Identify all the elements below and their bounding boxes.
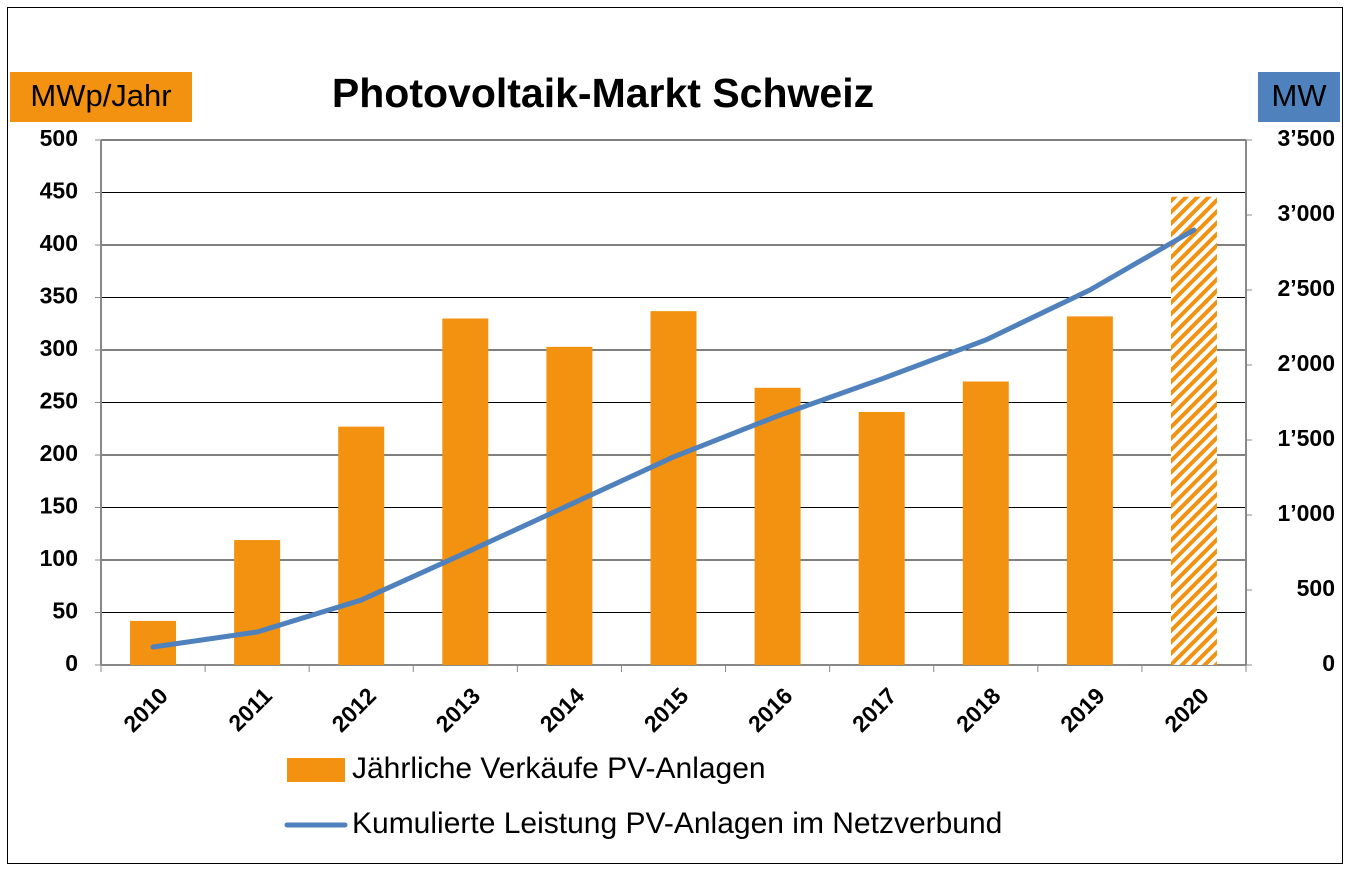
- y2-tick-label: 0: [1322, 650, 1335, 676]
- y-tick-label: 50: [52, 598, 78, 624]
- legend-label: Jährliche Verkäufe PV-Anlagen: [352, 752, 766, 785]
- line: [150, 227, 1197, 650]
- y2-tick-label: 1’500: [1277, 425, 1335, 451]
- y2-label-box: [1258, 72, 1340, 122]
- y-axis-label: MWp/Jahr: [30, 78, 171, 113]
- bar: [1170, 196, 1217, 665]
- bar: [962, 381, 1009, 665]
- y2-tick-label: 2’000: [1277, 350, 1335, 376]
- y-tick-label: 500: [40, 125, 78, 151]
- y2-axis-label: MW: [1271, 78, 1327, 113]
- y2-tick-label: 500: [1297, 575, 1335, 601]
- legend-label: Kumulierte Leistung PV-Anlagen im Netzve…: [352, 807, 1002, 840]
- chart-title: Photovoltaik-Markt Schweiz: [332, 70, 874, 116]
- y-label-box: [10, 72, 192, 122]
- y-tick-label: 350: [40, 283, 78, 309]
- y-tick-label: 150: [40, 493, 78, 519]
- y-tick-label: 250: [40, 388, 78, 414]
- y2-tick-label: 2’500: [1277, 275, 1335, 301]
- bar: [338, 426, 385, 665]
- bar: [234, 540, 281, 665]
- y-tick-label: 300: [40, 335, 78, 361]
- y2-tick-label: 3’000: [1277, 200, 1335, 226]
- y-tick-label: 450: [40, 178, 78, 204]
- y-tick-label: 0: [65, 650, 78, 676]
- bar: [1066, 316, 1113, 665]
- y2-tick-label: 1’000: [1277, 500, 1335, 526]
- bar: [650, 311, 697, 665]
- y-tick-label: 200: [40, 440, 78, 466]
- bar: [442, 318, 489, 665]
- bar: [754, 387, 801, 665]
- y2-tick-label: 3’500: [1277, 125, 1335, 151]
- bar: [858, 411, 905, 665]
- y-tick-label: 400: [40, 230, 78, 256]
- legend-swatch: [287, 758, 345, 782]
- y-tick-label: 100: [40, 545, 78, 571]
